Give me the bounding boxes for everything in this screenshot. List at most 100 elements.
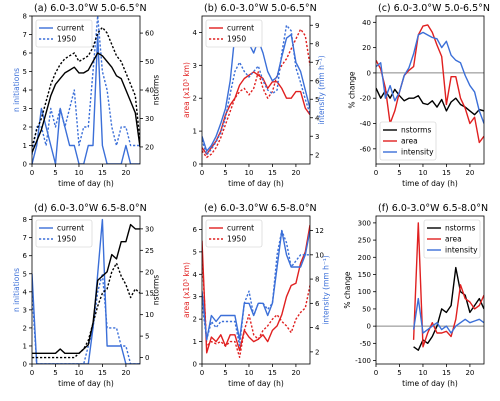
x-axis-label: time of day (h) <box>228 379 284 388</box>
y2-tick-label: 12 <box>315 227 324 235</box>
x-tick-label: 20 <box>291 169 300 177</box>
y-tick-label: 1 <box>193 128 197 136</box>
y-tick-label: 300 <box>358 219 371 227</box>
y2-tick-label: 6 <box>315 300 320 308</box>
y2-tick-label: 50 <box>145 58 154 66</box>
legend-label: nstorms <box>401 126 431 135</box>
y-tick-label: 3 <box>193 293 197 301</box>
x-tick-label: 0 <box>30 169 34 177</box>
series-line-intensity <box>376 31 484 124</box>
panel-title: (f) 6.0-3.0°W 6.5-8.0°N <box>378 203 488 214</box>
x-tick-label: 0 <box>374 369 378 377</box>
legend-box <box>35 219 93 248</box>
legend-box <box>35 19 93 48</box>
legend-label: 1950 <box>227 235 246 244</box>
series-line-intensity <box>412 297 484 334</box>
x-axis-label: time of day (h) <box>402 379 458 388</box>
y-tick-label: 1 <box>193 338 197 346</box>
x-tick-label: 10 <box>244 169 253 177</box>
legend-label: area <box>401 137 418 146</box>
x-tick-label: 5 <box>223 369 227 377</box>
legend: current 1950 <box>35 219 93 248</box>
panel-title: (c) 6.0-3.0°W 5.0-6.5°N <box>378 3 490 14</box>
legend: current 1950 <box>205 219 263 248</box>
y2-tick-label: 7 <box>315 59 319 67</box>
y-axis-label: % change <box>347 71 356 108</box>
y-tick-label: 40 <box>362 19 371 27</box>
panel-c: (c) 6.0-3.0°W 5.0-6.5°N 0 5 10 15 20 time of d… <box>347 3 490 188</box>
x-tick-label: 0 <box>30 369 34 377</box>
y-tick-label: -20 <box>360 95 371 103</box>
y-tick-label: 7 <box>23 234 27 242</box>
legend-box <box>423 219 481 259</box>
x-axis-label: time of day (h) <box>58 379 114 388</box>
y2-tick-label: 9 <box>315 22 319 30</box>
y2-tick-label: 10 <box>145 311 154 319</box>
x-tick-label: 20 <box>291 369 300 377</box>
panel-title: (e) 6.0-3.0°W 6.5-8.0°N <box>204 203 317 214</box>
y-tick-label: -60 <box>360 145 371 153</box>
y-axis-label: area (x10³ km) <box>182 62 191 118</box>
y-tick-label: 2 <box>23 124 27 132</box>
y2-tick-label: 15 <box>145 290 154 298</box>
x-axis-label: time of day (h) <box>58 179 114 188</box>
legend-label: nstorms <box>445 224 475 233</box>
y-axis-label: % change <box>343 271 352 308</box>
legend-label: intensity <box>401 148 434 157</box>
y-tick-label: 100 <box>358 288 371 296</box>
y-tick-label: 1 <box>23 142 27 150</box>
x-tick-label: 20 <box>465 169 474 177</box>
y-tick-label: 250 <box>358 237 371 245</box>
legend-box <box>205 219 263 248</box>
y2-tick-label: 3 <box>315 133 319 141</box>
legend-label: current <box>227 24 254 33</box>
series-line-nstorms <box>413 266 484 351</box>
y2-axis-label: nstorms <box>151 275 160 305</box>
series-line-intensity-1950 <box>202 229 310 347</box>
x-tick-label: 10 <box>244 369 253 377</box>
y-tick-label: 2 <box>23 324 27 332</box>
y-tick-label: 7 <box>23 31 27 39</box>
y2-tick-label: 30 <box>145 115 154 123</box>
y-tick-label: 50 <box>362 305 371 313</box>
series-line-1950 <box>32 16 140 155</box>
y2-tick-label: 60 <box>145 30 154 38</box>
legend-label: intensity <box>445 246 478 255</box>
y-tick-label: -100 <box>355 357 371 365</box>
y2-tick-label: 5 <box>315 96 319 104</box>
y2-tick-label: 25 <box>145 247 154 255</box>
plot-frame <box>375 15 485 165</box>
y-tick-label: 3 <box>193 62 197 70</box>
y2-tick-label: 5 <box>145 333 149 341</box>
x-tick-label: 10 <box>74 369 83 377</box>
series-line-nstorms-current <box>32 52 140 153</box>
legend-box <box>379 121 437 161</box>
x-tick-label: 10 <box>418 369 427 377</box>
y-axis-label: n initiations <box>12 68 21 112</box>
y2-tick-label: 8 <box>315 276 319 284</box>
legend-label: 1950 <box>57 235 76 244</box>
x-tick-label: 15 <box>442 169 451 177</box>
series-line-nstorms-current <box>32 223 140 354</box>
legend: nstorms area intensity <box>423 219 481 259</box>
x-tick-label: 15 <box>98 169 107 177</box>
y-tick-label: 150 <box>358 271 371 279</box>
legend: nstorms area intensity <box>379 121 437 161</box>
y-tick-label: 3 <box>23 105 27 113</box>
legend: current 1950 <box>205 19 263 48</box>
x-tick-label: 10 <box>418 169 427 177</box>
series-line-current <box>202 224 310 354</box>
x-tick-label: 15 <box>98 369 107 377</box>
series-line-current <box>32 33 140 164</box>
panel-title: (b) 6.0-3.0°W 5.0-6.5°N <box>204 3 317 14</box>
x-tick-label: 5 <box>53 369 57 377</box>
y-tick-label: 1 <box>23 342 27 350</box>
y-axis-label: area (x10³ km) <box>182 262 191 318</box>
y-tick-label: 6 <box>23 252 28 260</box>
y-tick-label: 8 <box>23 13 27 21</box>
y2-tick-label: 4 <box>315 324 320 332</box>
